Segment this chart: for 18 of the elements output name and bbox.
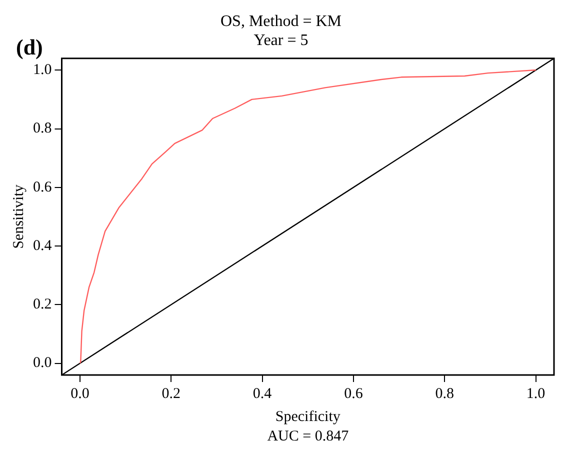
y-tick-label: 0.2: [33, 296, 52, 313]
text: OS, Method = KM: [220, 12, 342, 30]
y-tick-label: 0.6: [33, 179, 52, 196]
text: AUC = 0.847: [267, 428, 350, 444]
x-tick-label: 0.4: [252, 386, 272, 402]
x-tick-label: 0.2: [162, 386, 181, 402]
x-tick-label: 0.0: [70, 386, 90, 402]
y-tick-label: 0.0: [33, 355, 52, 372]
text: Year = 5: [254, 32, 308, 50]
y-axis-title: Sensitivity: [10, 184, 27, 249]
x-axis-title: Specificity: [275, 408, 341, 425]
x-tick-label: 0.8: [435, 386, 454, 402]
x-tick-label: 1.0: [526, 386, 546, 402]
text: (d): [16, 34, 43, 60]
x-tick-label: 0.6: [344, 386, 364, 402]
y-tick-label: 0.4: [33, 238, 52, 254]
y-tick-label: 0.8: [33, 120, 52, 137]
y-tick-label: 1.0: [33, 62, 52, 78]
